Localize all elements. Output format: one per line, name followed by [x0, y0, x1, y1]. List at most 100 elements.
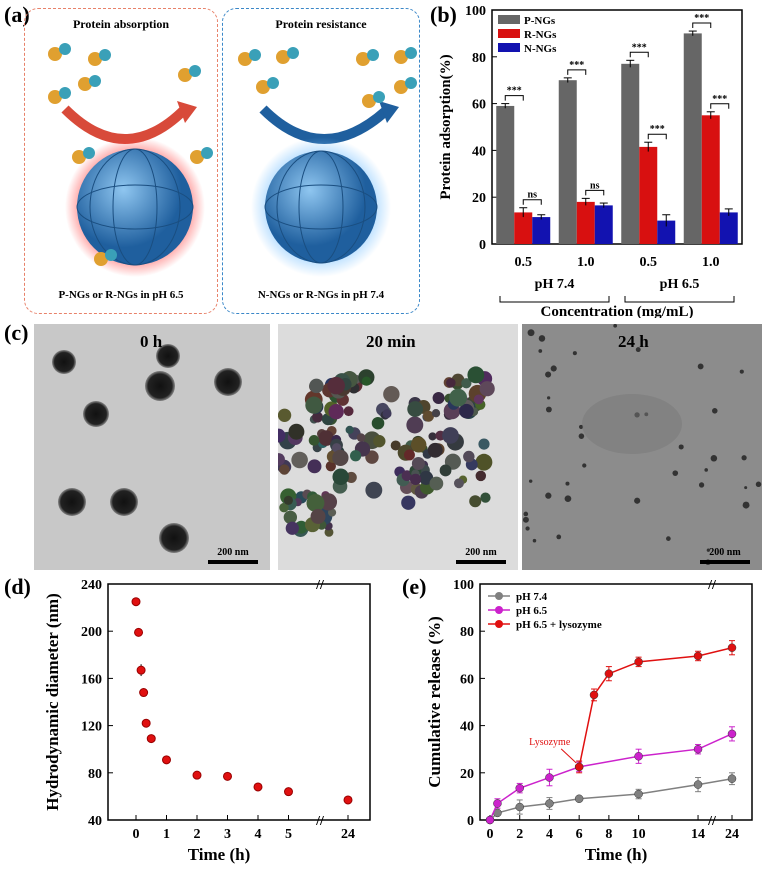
y-axis-label: Protein adsorption(%) — [438, 54, 454, 199]
degraded-particle — [635, 347, 641, 353]
plot-frame — [107, 583, 371, 821]
bar — [514, 212, 533, 244]
aggregate-particle — [365, 481, 383, 499]
data-point — [162, 755, 171, 765]
y-tick-label: 60 — [472, 98, 486, 113]
data-point — [136, 665, 146, 675]
x-axis-label: Time (h) — [188, 845, 251, 864]
aggregate-particle — [382, 409, 392, 419]
significance-label: *** — [569, 60, 584, 71]
aggregate-particle — [327, 508, 337, 517]
legend-label: pH 7.4 — [516, 591, 548, 603]
degraded-particle — [739, 369, 744, 374]
aggregate-particle — [343, 406, 354, 417]
x-tick-label: 1.0 — [577, 255, 595, 270]
panel-e-label: (e) — [402, 574, 427, 599]
data-point — [343, 795, 353, 805]
aggregate-particle — [427, 442, 443, 458]
degraded-particle — [546, 396, 551, 400]
aggregate-particle — [406, 416, 424, 434]
aggregate-particle — [325, 461, 336, 472]
degraded-particle — [578, 433, 585, 439]
x-tick-label: 2 — [516, 827, 523, 842]
curved-arrow — [259, 105, 392, 144]
degraded-particle — [525, 526, 530, 531]
nanogel-particles — [52, 344, 242, 553]
tem-time-label: 0 h — [140, 332, 163, 351]
data-point — [634, 752, 643, 761]
aggregate-particle — [479, 381, 495, 397]
degraded-particle — [698, 482, 705, 488]
scale-bar: 200 nm — [208, 547, 258, 564]
x-tick-label: 8 — [605, 827, 612, 842]
group-label: pH 7.4 — [535, 277, 575, 292]
significance-label: ns — [528, 190, 538, 201]
data-point — [485, 815, 495, 825]
bar — [532, 217, 551, 244]
bar — [683, 33, 702, 245]
degraded-particle — [704, 468, 708, 472]
annotation-label: Lysozyme — [529, 737, 571, 748]
data-point — [131, 597, 141, 607]
data-point — [604, 669, 614, 678]
bar — [719, 212, 738, 244]
y-tick-label: 80 — [472, 51, 486, 66]
panel-b-label: (b) — [430, 2, 457, 27]
significance-bracket — [629, 51, 649, 58]
y-tick-label: 40 — [460, 720, 474, 735]
aggregate-particle — [279, 502, 289, 513]
x-tick-label: 24 — [725, 827, 739, 842]
scale-bar-label: 200 nm — [217, 547, 249, 558]
series-line — [489, 733, 733, 821]
data-point — [141, 718, 151, 728]
aggregate-particle — [419, 470, 434, 485]
significance-bracket — [710, 103, 730, 109]
data-point — [493, 799, 502, 808]
significance-bracket — [522, 199, 542, 205]
protein-absorption-illustration — [48, 43, 213, 277]
degraded-particle — [550, 365, 557, 372]
chart-d: 40 80 120 160 200 240 0 1 2 3 4 5 24 // // Hydrodynamic… — [43, 578, 371, 864]
aggregate-particle — [403, 449, 415, 461]
aggregate-particle — [291, 451, 308, 469]
aggregate-particle — [390, 440, 401, 451]
axis-break-mark: // — [707, 814, 717, 829]
aggregate-particle — [475, 470, 487, 482]
y-tick-label: 40 — [472, 144, 486, 159]
data-point — [727, 774, 737, 783]
aggregate-particle — [350, 450, 362, 462]
bar — [621, 63, 640, 244]
data-point — [139, 688, 149, 698]
scale-bar: 200 nm — [456, 547, 506, 564]
protein-resistance-title: Protein resistance — [275, 17, 367, 31]
aggregate-particle — [431, 409, 441, 418]
chart-b: 0 20 40 60 80 100 Protein adsorption(%) 0.5 1.0 0… — [438, 4, 743, 318]
plot-frame — [491, 9, 743, 245]
bar — [496, 105, 515, 244]
legend-label: R-NGs — [524, 29, 557, 41]
aggregate-particle — [283, 510, 298, 524]
legend-marker — [495, 592, 503, 600]
degraded-particle — [545, 492, 552, 499]
group-bracket — [499, 296, 610, 303]
aggregate-particle — [463, 450, 475, 463]
significance-label: *** — [507, 86, 522, 97]
group-label: pH 6.5 — [660, 277, 700, 292]
bar — [594, 205, 613, 244]
data-point — [693, 651, 703, 661]
aggregate-particle — [473, 394, 484, 405]
data-point — [727, 729, 737, 739]
aggregate-particle — [310, 508, 326, 524]
degraded-particle — [545, 406, 552, 413]
aggregate-particle — [449, 388, 468, 407]
data-point — [515, 783, 524, 793]
y-tick-label: 0 — [467, 814, 474, 829]
aggregate-particle — [467, 366, 485, 384]
aggregate-particle — [411, 456, 425, 471]
tem-time-label: 24 h — [618, 332, 649, 351]
data-point — [545, 799, 554, 808]
y-tick-label: 0 — [479, 238, 486, 253]
data-point — [146, 734, 156, 744]
degraded-particle — [556, 534, 562, 540]
protein-icon — [48, 43, 213, 266]
